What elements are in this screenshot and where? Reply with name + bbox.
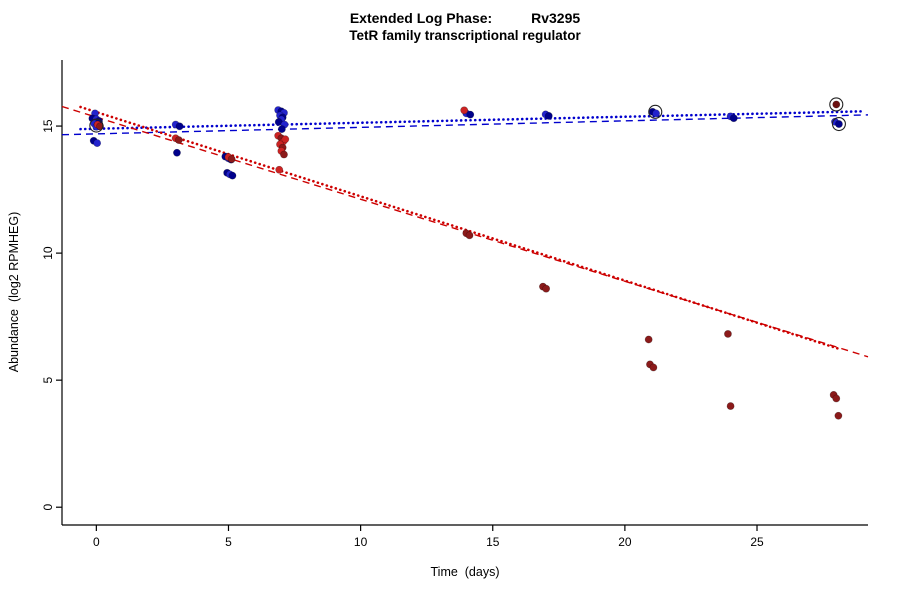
red-series-point [832,100,841,109]
x-tick-label: 15 [486,535,500,549]
blue-series-point [175,122,184,131]
y-tick-label: 5 [41,377,55,384]
red-series-point [832,394,841,403]
flagged-sample-ring [831,116,846,132]
red-series-point [834,411,843,420]
x-tick-label: 5 [225,535,232,549]
blue-series-point [93,139,102,147]
y-tick-label: 15 [41,119,55,133]
chart-title: Extended Log Phase: Rv3295 [349,10,581,26]
red-series-point [465,231,474,240]
red-dotted-fit [79,105,843,351]
red-series-point [724,330,732,338]
flagged-sample-ring [89,118,104,133]
red-series-point [227,155,236,163]
red-series-point [726,402,735,410]
blue-series-point [835,120,843,128]
blue-series-point [652,109,660,118]
blue-series-point [729,114,738,123]
red-series-point [460,106,469,115]
blue-series-point [228,171,237,180]
x-tick-label: 25 [750,535,764,549]
blue-series-point [544,112,553,120]
red-series-point [174,136,183,144]
red-series-point [275,165,284,174]
chart-subtitle: TetR family transcriptional regulator [349,28,581,43]
red-series-point [649,363,658,372]
red-series-point [281,135,290,144]
y-tick-label: 10 [41,246,55,260]
blue-series-point [466,110,475,119]
flagged-sample-ring [648,104,663,119]
red-series-point [542,284,551,293]
red-series-point [644,335,653,344]
x-tick-label: 0 [93,535,100,549]
blue-series-point [277,125,286,134]
flagged-sample-ring [829,97,844,112]
blue-dashed-fit [61,114,869,136]
red-series-point [280,150,288,159]
y-tick-label: 0 [41,504,55,511]
x-tick-label: 10 [354,535,368,549]
blue-series-point [173,148,181,157]
x-axis-label: Time (days) [430,565,500,579]
x-tick-label: 20 [618,535,632,549]
